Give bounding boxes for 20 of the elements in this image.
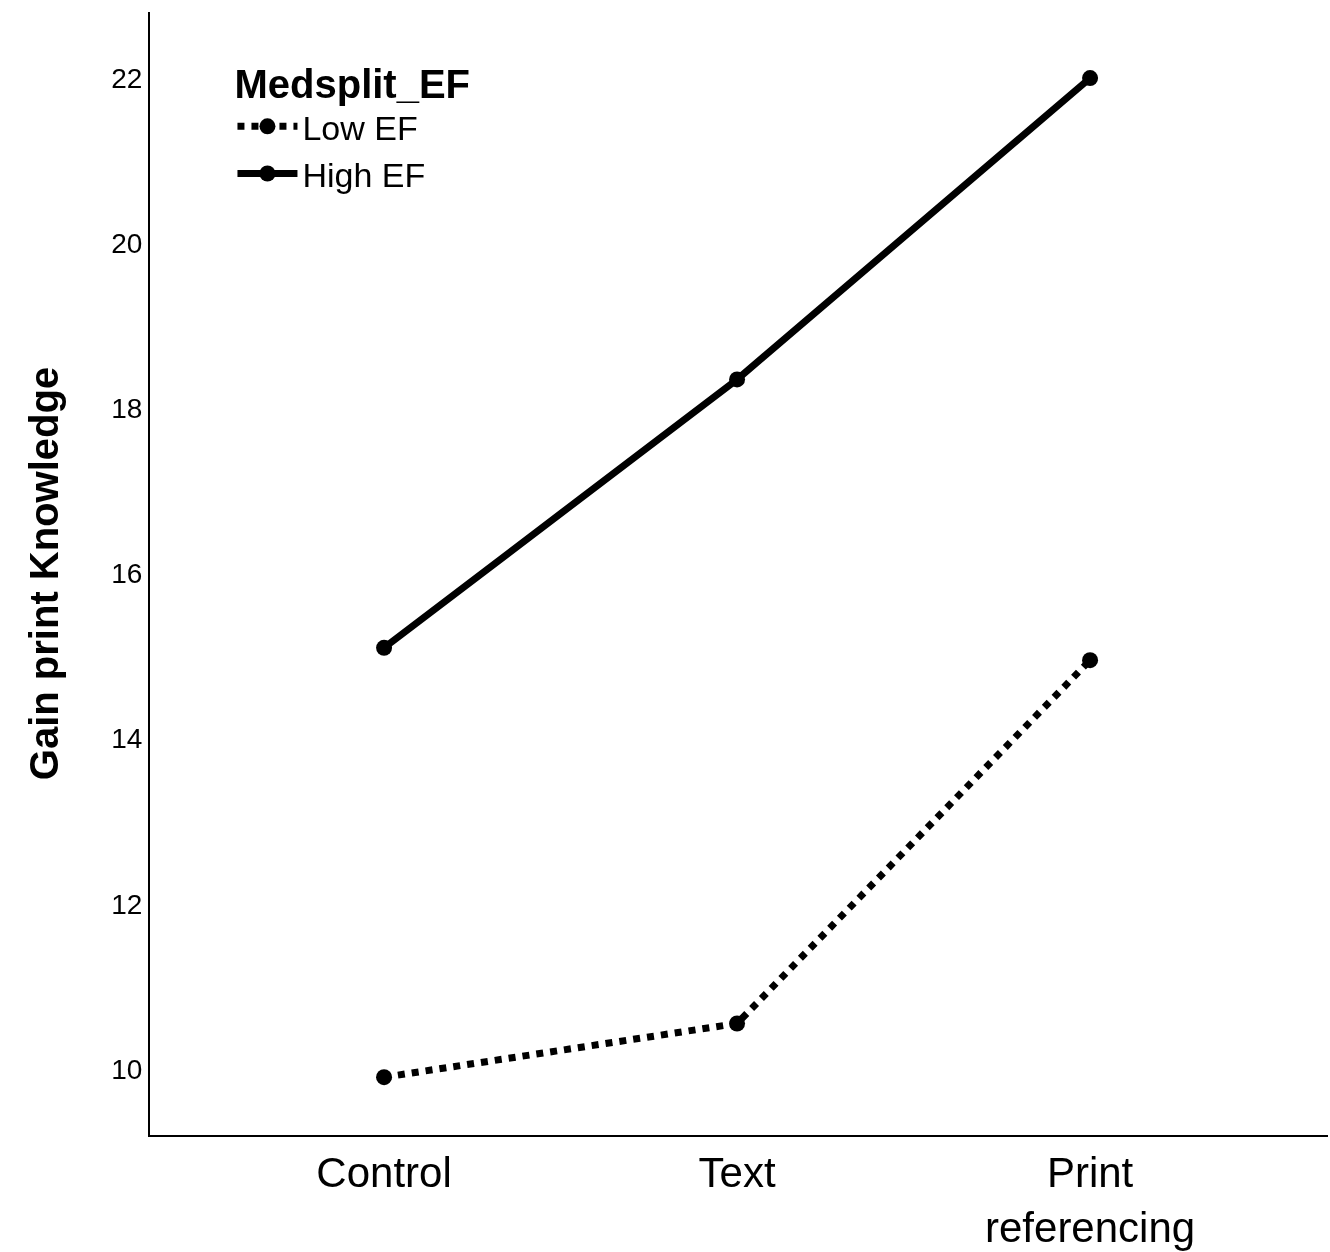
point	[376, 1069, 393, 1086]
y-tick-label: 16	[111, 558, 143, 590]
y-tick-label: 12	[111, 888, 143, 920]
y-axis-title: Gain print Knowledge	[22, 366, 67, 781]
y-tick-label: 20	[111, 228, 143, 260]
legend-label: High EF	[302, 155, 426, 194]
y-tick-label: 10	[111, 1053, 143, 1085]
y-tick-label: 14	[111, 723, 143, 755]
point	[1082, 652, 1099, 669]
point	[729, 1015, 746, 1032]
legend-title: Medsplit_EF	[234, 61, 471, 106]
y-tick-label: 22	[111, 62, 143, 94]
point	[1082, 70, 1099, 87]
point	[729, 371, 746, 388]
legend-label: Low EF	[302, 108, 418, 147]
point	[376, 639, 393, 656]
y-tick-label: 18	[111, 393, 143, 425]
x-tick-label: Control	[316, 1149, 452, 1197]
x-tick-label: Print referencing	[985, 1149, 1196, 1251]
x-tick-label: Text	[698, 1149, 776, 1197]
